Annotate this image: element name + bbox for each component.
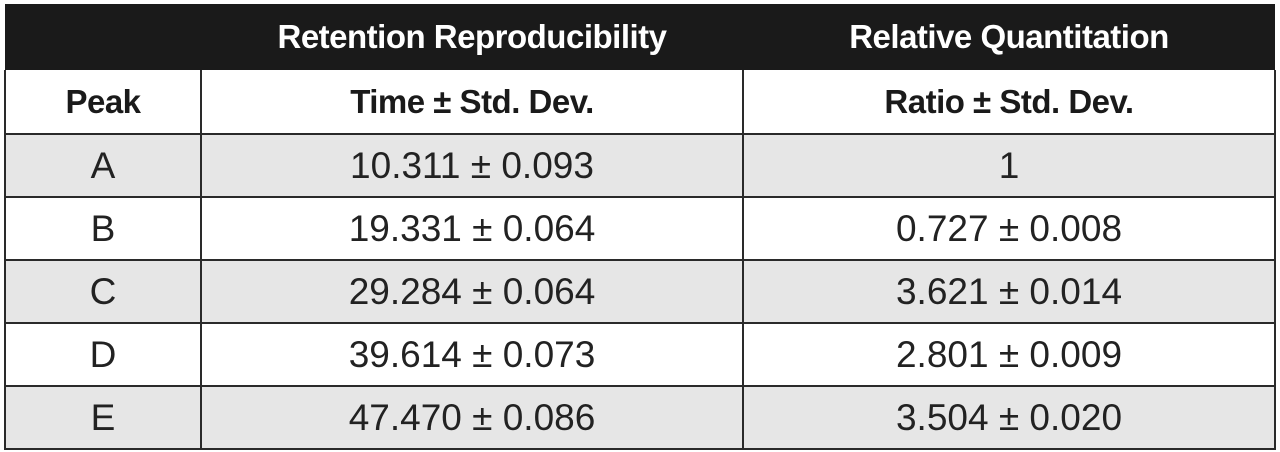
data-table-container: Retention Reproducibility Relative Quant… xyxy=(4,4,1276,450)
peak-cell: B xyxy=(4,196,202,261)
table-row: A 10.311 ± 0.093 1 xyxy=(4,133,1276,198)
ratio-cell: 0.727 ± 0.008 xyxy=(742,196,1276,261)
ratio-cell: 1 xyxy=(742,133,1276,198)
time-cell: 47.470 ± 0.086 xyxy=(200,385,744,450)
group-header-retention-reproducibility: Retention Reproducibility xyxy=(201,4,743,70)
table-row: B 19.331 ± 0.064 0.727 ± 0.008 xyxy=(4,196,1276,261)
peak-cell: E xyxy=(4,385,202,450)
column-header-row: Peak Time ± Std. Dev. Ratio ± Std. Dev. xyxy=(4,70,1276,135)
peak-cell: C xyxy=(4,259,202,324)
time-cell: 39.614 ± 0.073 xyxy=(200,322,744,387)
ratio-cell: 2.801 ± 0.009 xyxy=(742,322,1276,387)
table-row: D 39.614 ± 0.073 2.801 ± 0.009 xyxy=(4,322,1276,387)
peak-data-table: Retention Reproducibility Relative Quant… xyxy=(4,4,1276,450)
time-cell: 10.311 ± 0.093 xyxy=(200,133,744,198)
table-row: E 47.470 ± 0.086 3.504 ± 0.020 xyxy=(4,385,1276,450)
group-header-row: Retention Reproducibility Relative Quant… xyxy=(5,4,1275,70)
column-header-time: Time ± Std. Dev. xyxy=(200,70,744,135)
time-cell: 19.331 ± 0.064 xyxy=(200,196,744,261)
column-header-peak: Peak xyxy=(4,70,202,135)
time-cell: 29.284 ± 0.064 xyxy=(200,259,744,324)
table-row: C 29.284 ± 0.064 3.621 ± 0.014 xyxy=(4,259,1276,324)
peak-cell: D xyxy=(4,322,202,387)
peak-cell: A xyxy=(4,133,202,198)
group-header-empty xyxy=(5,4,201,70)
group-header-relative-quantitation: Relative Quantitation xyxy=(743,4,1275,70)
ratio-cell: 3.621 ± 0.014 xyxy=(742,259,1276,324)
column-header-ratio: Ratio ± Std. Dev. xyxy=(742,70,1276,135)
ratio-cell: 3.504 ± 0.020 xyxy=(742,385,1276,450)
